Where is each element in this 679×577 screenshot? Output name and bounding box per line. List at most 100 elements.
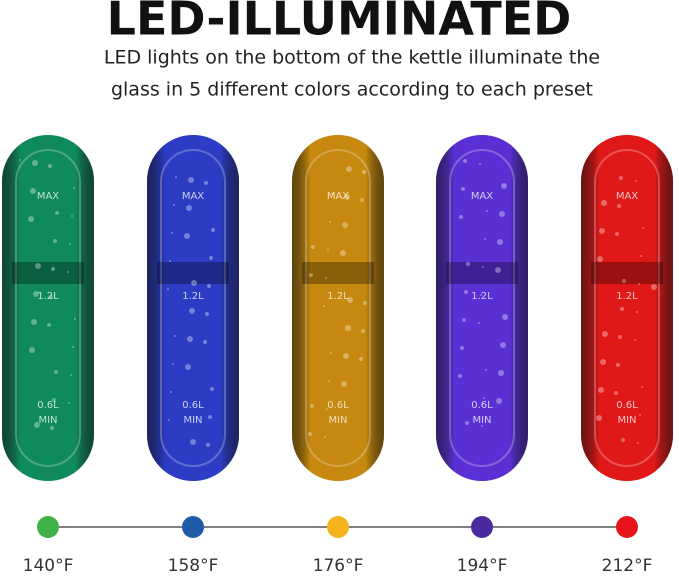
bubble [621, 438, 625, 442]
kettle-marking: MAX [182, 191, 204, 202]
preset-temperature: 212°F [602, 556, 653, 576]
bubble [496, 398, 502, 404]
bubble [50, 426, 54, 430]
bubble [29, 347, 35, 353]
bubble [599, 228, 605, 234]
bubble [74, 318, 76, 320]
bubble [49, 295, 53, 299]
kettle-marking: 1.2L [37, 291, 59, 302]
bubble [636, 311, 638, 313]
bubble [72, 346, 74, 348]
bubble [361, 329, 365, 333]
preset-dot [616, 516, 638, 538]
bubble [168, 419, 170, 421]
kettle-glass [436, 135, 528, 481]
bubble [173, 204, 175, 206]
kettle-marking: MIN [328, 415, 347, 426]
bubble [331, 193, 333, 195]
bubble [191, 280, 197, 286]
preset-dot [471, 516, 493, 538]
bubble [68, 402, 70, 404]
bubble [53, 239, 57, 243]
bubble [481, 425, 483, 427]
kettle-glass [292, 135, 384, 481]
bubble [483, 397, 485, 399]
bubble [458, 374, 462, 378]
kettle-marking: MIN [472, 415, 491, 426]
bubble [205, 312, 209, 316]
kettle-band [591, 262, 663, 284]
bubble [360, 198, 364, 202]
bubble [204, 181, 208, 185]
bubble [172, 363, 174, 365]
bubble [466, 262, 470, 266]
bubble [344, 194, 350, 200]
bubble [359, 357, 363, 361]
kettle-marking: 0.6L [327, 400, 349, 411]
bubble [209, 256, 213, 260]
subtitle-line: glass in 5 different colors according to… [111, 79, 593, 101]
bubble [28, 216, 34, 222]
bubble [498, 370, 504, 376]
kettle-glass [2, 135, 94, 481]
kettle-marking: MAX [616, 191, 638, 202]
subtitle-line: LED lights on the bottom of the kettle i… [104, 47, 600, 69]
kettle-marking: MIN [617, 415, 636, 426]
bubble [617, 204, 621, 208]
bubble [324, 436, 326, 438]
bubble [326, 408, 328, 410]
bubble [363, 301, 367, 305]
bubble [462, 318, 466, 322]
bubble [51, 267, 55, 271]
bubble [203, 340, 207, 344]
bubble [210, 387, 214, 391]
bubble [167, 288, 169, 290]
bubble [73, 187, 75, 189]
preset-dot [182, 516, 204, 538]
bubble [19, 159, 21, 161]
kettle-inner [594, 149, 660, 467]
bubble [34, 422, 40, 428]
bubble [170, 391, 172, 393]
preset-temperature: 194°F [457, 556, 508, 576]
bubble [55, 211, 59, 215]
kettle-band [157, 262, 229, 284]
bubble [206, 443, 210, 447]
kettle-inner [15, 149, 81, 467]
bubble [33, 291, 39, 297]
kettle-marking: MAX [327, 191, 349, 202]
bubble [463, 159, 467, 163]
kettle-inner [160, 149, 226, 467]
bubble [465, 421, 469, 425]
bubble [634, 339, 636, 341]
bubble [30, 188, 36, 194]
bubble [323, 305, 325, 307]
preset-dot [327, 516, 349, 538]
bubble [598, 387, 604, 393]
kettle-inner [449, 149, 515, 467]
bubble [310, 404, 314, 408]
kettle-marking: MIN [183, 415, 202, 426]
kettle-glass [147, 135, 239, 481]
bubble [48, 164, 52, 168]
bubble [601, 200, 607, 206]
preset-temperature: 158°F [168, 556, 219, 576]
bubble [187, 336, 193, 342]
bubble [347, 297, 353, 303]
bubble [459, 215, 463, 219]
kettle-marking: MAX [37, 191, 59, 202]
kettle-marking: 0.6L [182, 400, 204, 411]
bubble [614, 391, 618, 395]
bubble [479, 163, 481, 165]
kettle-band [12, 262, 84, 284]
kettle-marking: MAX [471, 191, 493, 202]
kettle-band [302, 262, 374, 284]
bubble [641, 386, 643, 388]
bubble [615, 232, 619, 236]
bubble [484, 238, 486, 240]
bubble [342, 222, 348, 228]
bubble [208, 415, 212, 419]
bubble [495, 267, 501, 273]
bubble [35, 263, 41, 269]
